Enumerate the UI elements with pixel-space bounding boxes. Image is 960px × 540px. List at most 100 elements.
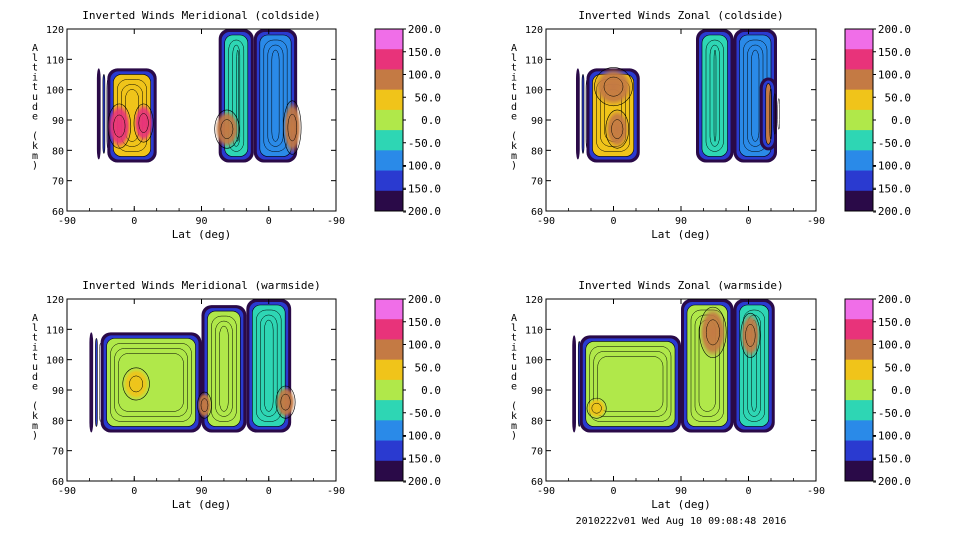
colorbar-segment — [375, 89, 403, 111]
colorbar-segment — [375, 69, 403, 91]
contour-region-core — [701, 34, 728, 157]
y-axis-label-char: e — [511, 382, 517, 393]
x-tick-label: 0 — [745, 216, 751, 227]
y-axis-label-char: d — [511, 372, 517, 383]
x-tick-label: -90 — [327, 216, 345, 227]
contour-line — [260, 314, 278, 417]
y-axis-label-char: t — [32, 333, 38, 344]
contour-region-outer — [89, 332, 94, 433]
y-axis-label-char: e — [32, 382, 38, 393]
x-tick-label: 90 — [195, 216, 207, 227]
contour-line — [603, 76, 624, 97]
colorbar-label: -100.0 — [871, 430, 911, 443]
y-tick-label: 100 — [525, 356, 543, 367]
contour-line — [271, 49, 280, 142]
colorbar-segment — [845, 69, 873, 91]
colorbar-label: 0.0 — [421, 114, 441, 127]
y-axis-label-char: m — [511, 421, 517, 432]
y-tick-label: 100 — [46, 356, 64, 367]
colorbar-label: 0.0 — [421, 384, 441, 397]
y-axis-label-char: k — [32, 141, 38, 152]
contour-line — [743, 309, 765, 422]
contour-region-core — [765, 83, 772, 145]
y-axis-label-char: u — [511, 92, 517, 103]
contour-line — [769, 88, 772, 140]
colorbar-label: -100.0 — [401, 430, 441, 443]
contour-line — [611, 119, 624, 139]
contour-line — [287, 113, 297, 142]
y-axis-label-char: l — [511, 323, 517, 334]
y-tick-label: 70 — [531, 177, 543, 188]
colorbar-segment — [375, 130, 403, 151]
colorbar-label: -150.0 — [401, 182, 441, 195]
colorbar-label: 0.0 — [891, 384, 911, 397]
colorbar-label: 100.0 — [878, 69, 911, 82]
y-tick-label: 110 — [525, 325, 543, 336]
y-tick-label: 100 — [525, 86, 543, 97]
x-axis-label: Lat (deg) — [172, 498, 232, 511]
y-axis-label-char: t — [32, 82, 38, 93]
colorbar-label: 150.0 — [878, 316, 911, 329]
y-tick-label: 80 — [531, 416, 543, 427]
colorbar-segment — [375, 150, 403, 172]
contour-line — [745, 324, 756, 347]
x-tick-label: 0 — [610, 486, 616, 497]
y-axis-label-char: u — [32, 92, 38, 103]
y-axis-label-char: d — [32, 102, 38, 113]
y-tick-label: 120 — [525, 295, 543, 306]
y-tick-label: 90 — [52, 116, 64, 127]
contour-hotspot — [594, 67, 633, 107]
contour-line — [138, 113, 149, 133]
colorbar-label: -50.0 — [408, 137, 441, 150]
contour-hotspot — [107, 103, 132, 149]
contour-line — [114, 348, 188, 417]
y-tick-label: 90 — [531, 386, 543, 397]
y-tick-label: 60 — [52, 477, 64, 488]
colorbar-label: 100.0 — [408, 69, 441, 82]
contour-line — [129, 375, 144, 393]
contour-line — [200, 398, 209, 412]
contour-line — [219, 325, 229, 412]
x-tick-label: -90 — [58, 216, 76, 227]
y-tick-label: 100 — [46, 86, 64, 97]
contour-hotspot — [605, 109, 630, 149]
contour-line — [211, 315, 237, 422]
colorbar-segment — [845, 319, 873, 340]
y-tick-label: 60 — [531, 207, 543, 218]
contour-field — [572, 299, 775, 433]
y-tick-label: 120 — [46, 295, 64, 306]
colorbar-label: 50.0 — [415, 91, 442, 104]
x-axis-label: Lat (deg) — [651, 228, 711, 241]
y-axis-label-char: t — [32, 352, 38, 363]
colorbar-label: -100.0 — [401, 160, 441, 173]
y-axis-label-char: ( — [511, 131, 517, 142]
contour-line — [113, 114, 126, 138]
colorbar-segment — [845, 440, 873, 462]
y-tick-label: 80 — [531, 146, 543, 157]
contour-line — [236, 49, 239, 142]
colorbar-label: -100.0 — [871, 160, 911, 173]
y-axis-label-char: d — [511, 102, 517, 113]
chart-title: Inverted Winds Zonal (coldside) — [578, 9, 783, 22]
contour-field — [96, 29, 302, 163]
y-axis-label-char: k — [511, 141, 517, 152]
x-tick-label: 0 — [131, 486, 137, 497]
contour-hotspot — [122, 367, 150, 401]
contour-region-core — [106, 338, 196, 427]
y-axis-label-char: k — [32, 411, 38, 422]
contour-line — [263, 39, 288, 152]
contour-region-core — [95, 338, 98, 427]
colorbar-segment — [845, 379, 873, 401]
x-tick-label: -90 — [807, 216, 825, 227]
contour-region-outer — [96, 68, 101, 160]
colorbar-segment — [375, 440, 403, 462]
contour-hotspot — [586, 397, 607, 419]
y-tick-label: 70 — [52, 447, 64, 458]
y-axis-label-char: A — [32, 43, 38, 54]
contour-line — [705, 319, 720, 346]
y-axis-label-char: l — [511, 53, 517, 64]
x-tick-label: 0 — [745, 486, 751, 497]
x-tick-label: -90 — [537, 216, 555, 227]
colorbar-label: 150.0 — [408, 46, 441, 59]
y-axis-label-char: m — [32, 151, 38, 162]
